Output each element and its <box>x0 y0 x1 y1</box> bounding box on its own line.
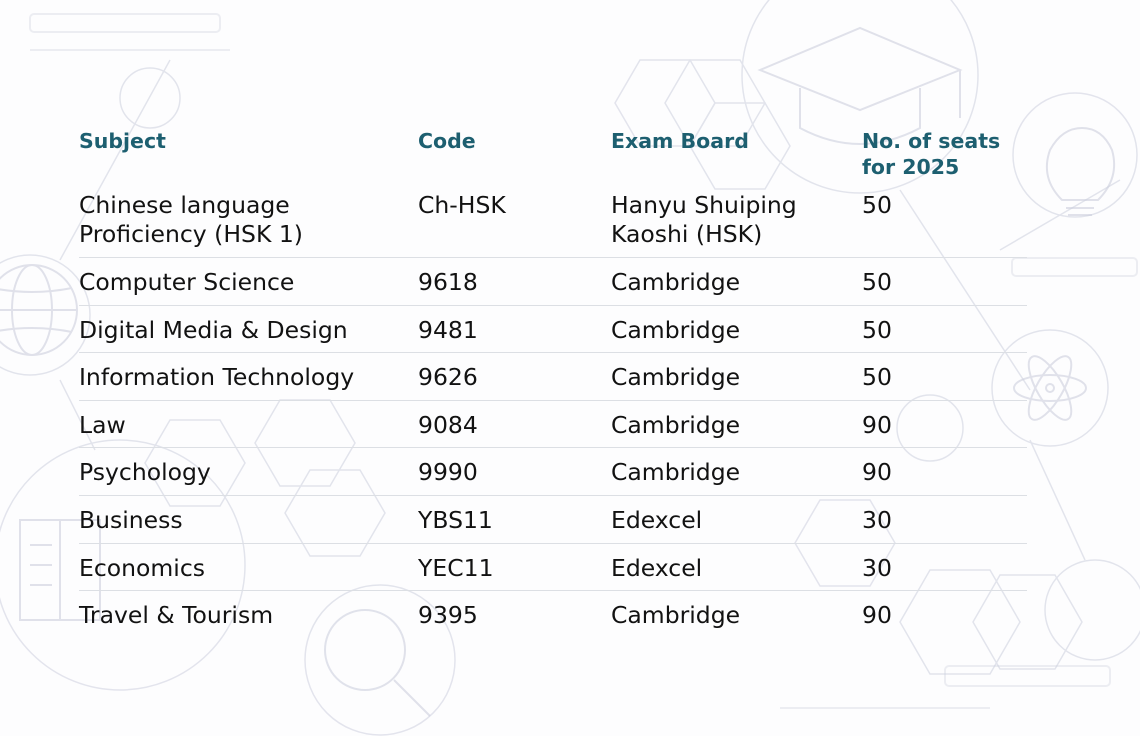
graduation-cap-icon <box>757 26 963 145</box>
course-table: Subject Code Exam Board No. of seats for… <box>79 124 1027 639</box>
seats-cell: 90 <box>862 410 892 439</box>
seats-cell: 30 <box>862 505 892 534</box>
code-cell: 9481 <box>418 315 478 344</box>
exam-board-cell: Cambridge <box>611 268 741 296</box>
code-cell: YBS11 <box>418 505 493 534</box>
exam-board-cell: Cambridge <box>611 410 741 439</box>
table-row: Chinese language Proficiency (HSK 1) Ch-… <box>79 175 1027 258</box>
seats-cell: 50 <box>862 363 892 392</box>
exam-board-cell: Cambridge <box>611 601 741 630</box>
table-row: Economics YEC11 Edexcel 30 <box>79 544 1027 592</box>
hexagon-pattern <box>144 59 1083 675</box>
exam-board-cell: Hanyu Shuiping Kaoshi (HSK) <box>611 191 797 248</box>
lightbulb-icon <box>1046 126 1116 216</box>
subject-cell: Computer Science <box>79 268 295 296</box>
subject-cell: Travel & Tourism <box>79 601 274 630</box>
seats-cell: 30 <box>862 553 892 582</box>
seats-cell: 90 <box>862 458 892 487</box>
subject-cell: Law <box>79 410 126 439</box>
exam-board-cell: Edexcel <box>611 505 703 534</box>
subject-cell: Chinese language Proficiency (HSK 1) <box>79 191 303 248</box>
subject-cell: Digital Media & Design <box>79 315 348 344</box>
globe-icon <box>0 264 78 356</box>
code-cell: 9626 <box>418 363 478 392</box>
book-icon <box>19 519 101 621</box>
atom-icon <box>1013 355 1087 421</box>
seats-cell: 90 <box>862 601 892 630</box>
magnifier-icon <box>324 609 431 717</box>
subject-cell: Psychology <box>79 458 211 487</box>
code-cell: Ch-HSK <box>418 191 506 219</box>
exam-board-cell: Edexcel <box>611 553 703 582</box>
exam-board-cell: Cambridge <box>611 363 741 392</box>
table-header: Subject Code Exam Board No. of seats for… <box>79 124 1027 179</box>
table-row: Law 9084 Cambridge 90 <box>79 401 1027 449</box>
table-row: Information Technology 9626 Cambridge 50 <box>79 353 1027 401</box>
subject-cell: Economics <box>79 553 206 582</box>
header-subject: Subject <box>79 129 166 153</box>
seats-cell: 50 <box>862 315 892 344</box>
code-cell: 9618 <box>418 268 478 296</box>
code-cell: 9990 <box>418 458 478 487</box>
code-cell: 9395 <box>418 601 478 630</box>
table-row: Computer Science 9618 Cambridge 50 <box>79 258 1027 306</box>
header-seats: No. of seats for 2025 <box>862 129 1001 179</box>
table-row: Digital Media & Design 9481 Cambridge 50 <box>79 306 1027 354</box>
subject-cell: Information Technology <box>79 363 355 392</box>
table-row: Business YBS11 Edexcel 30 <box>79 496 1027 544</box>
table-row: Psychology 9990 Cambridge 90 <box>79 448 1027 496</box>
seats-cell: 50 <box>862 191 892 219</box>
seats-cell: 50 <box>862 268 892 296</box>
subject-cell: Business <box>79 505 183 534</box>
header-exam-board: Exam Board <box>611 129 749 153</box>
code-cell: 9084 <box>418 410 478 439</box>
header-code: Code <box>418 129 476 153</box>
exam-board-cell: Cambridge <box>611 458 741 487</box>
exam-board-cell: Cambridge <box>611 315 741 344</box>
code-cell: YEC11 <box>418 553 494 582</box>
table-row: Travel & Tourism 9395 Cambridge 90 <box>79 591 1027 639</box>
